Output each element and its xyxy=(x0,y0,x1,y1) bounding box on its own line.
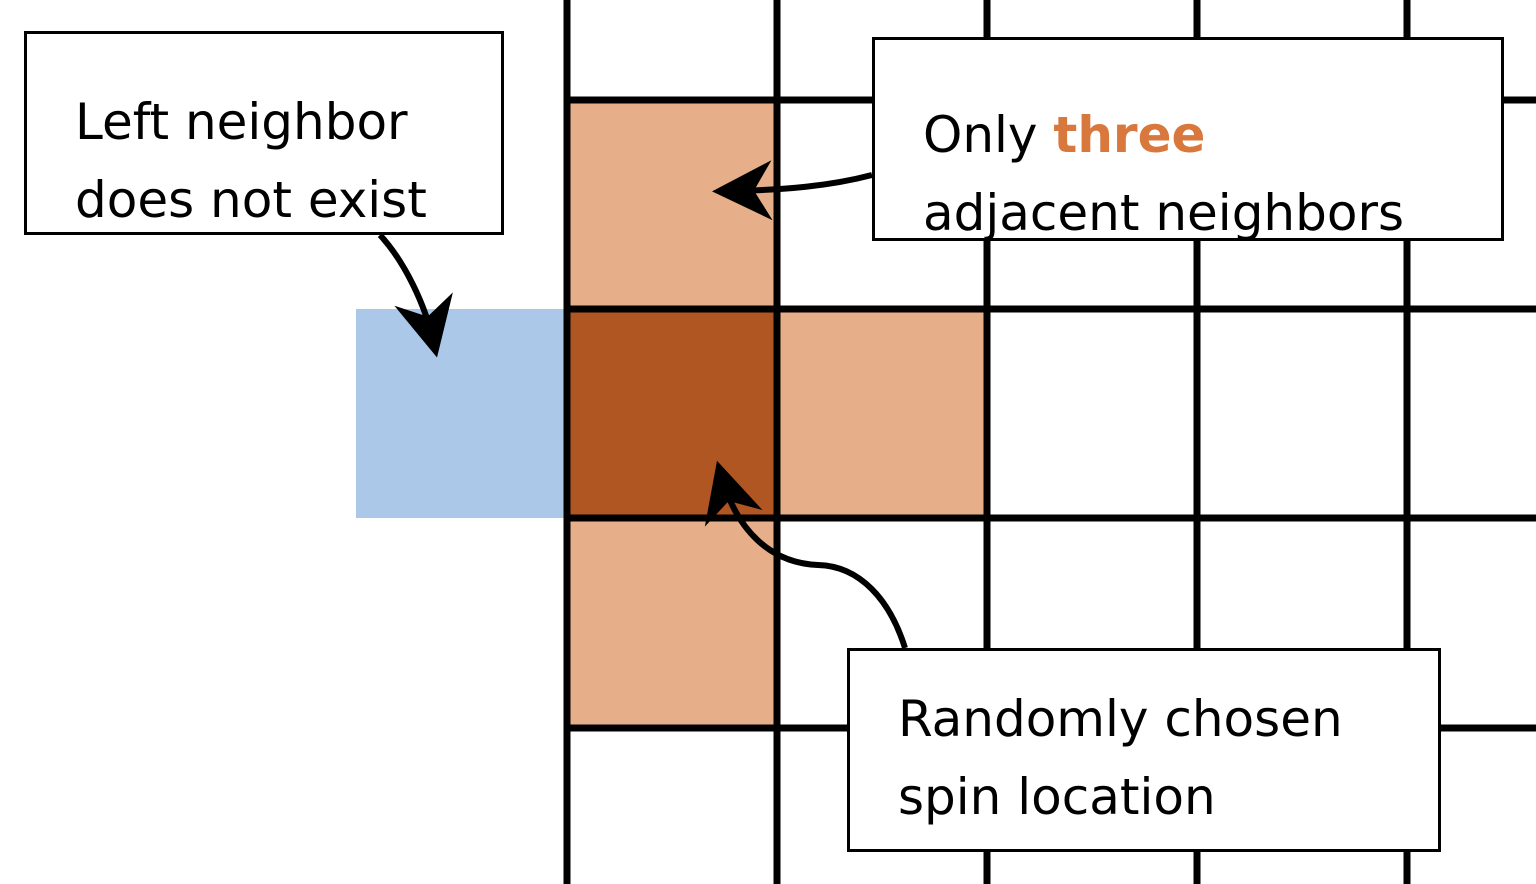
right-callout-prefix: Only xyxy=(923,106,1054,164)
left-callout-line-1: Left neighbor xyxy=(75,93,408,151)
missing-left-neighbor-cell xyxy=(356,309,567,518)
arrow-to-chosen-spin xyxy=(704,460,908,649)
three-neighbors-callout: Only three adjacent neighbors xyxy=(872,37,1504,242)
bottom-callout-line-2: spin location xyxy=(898,768,1216,826)
right-callout-line-1: Only three xyxy=(923,102,1501,180)
arrow-to-top-neighbor xyxy=(712,160,873,221)
right-callout-emphasis: three xyxy=(1053,106,1206,164)
arrow-to-missing-neighbor xyxy=(377,232,453,358)
bottom-neighbor-cell xyxy=(567,518,777,728)
top-neighbor-cell xyxy=(567,100,777,309)
bottom-callout-line-1: Randomly chosen xyxy=(898,690,1343,748)
chosen-spin-cell xyxy=(567,309,777,518)
chosen-spin-callout: Randomly chosen spin location xyxy=(847,648,1441,852)
right-callout-line-2: adjacent neighbors xyxy=(923,184,1405,242)
right-neighbor-cell xyxy=(777,309,987,518)
left-callout-line-2: does not exist xyxy=(75,171,427,229)
left-neighbor-callout: Left neighbor does not exist xyxy=(24,31,504,235)
